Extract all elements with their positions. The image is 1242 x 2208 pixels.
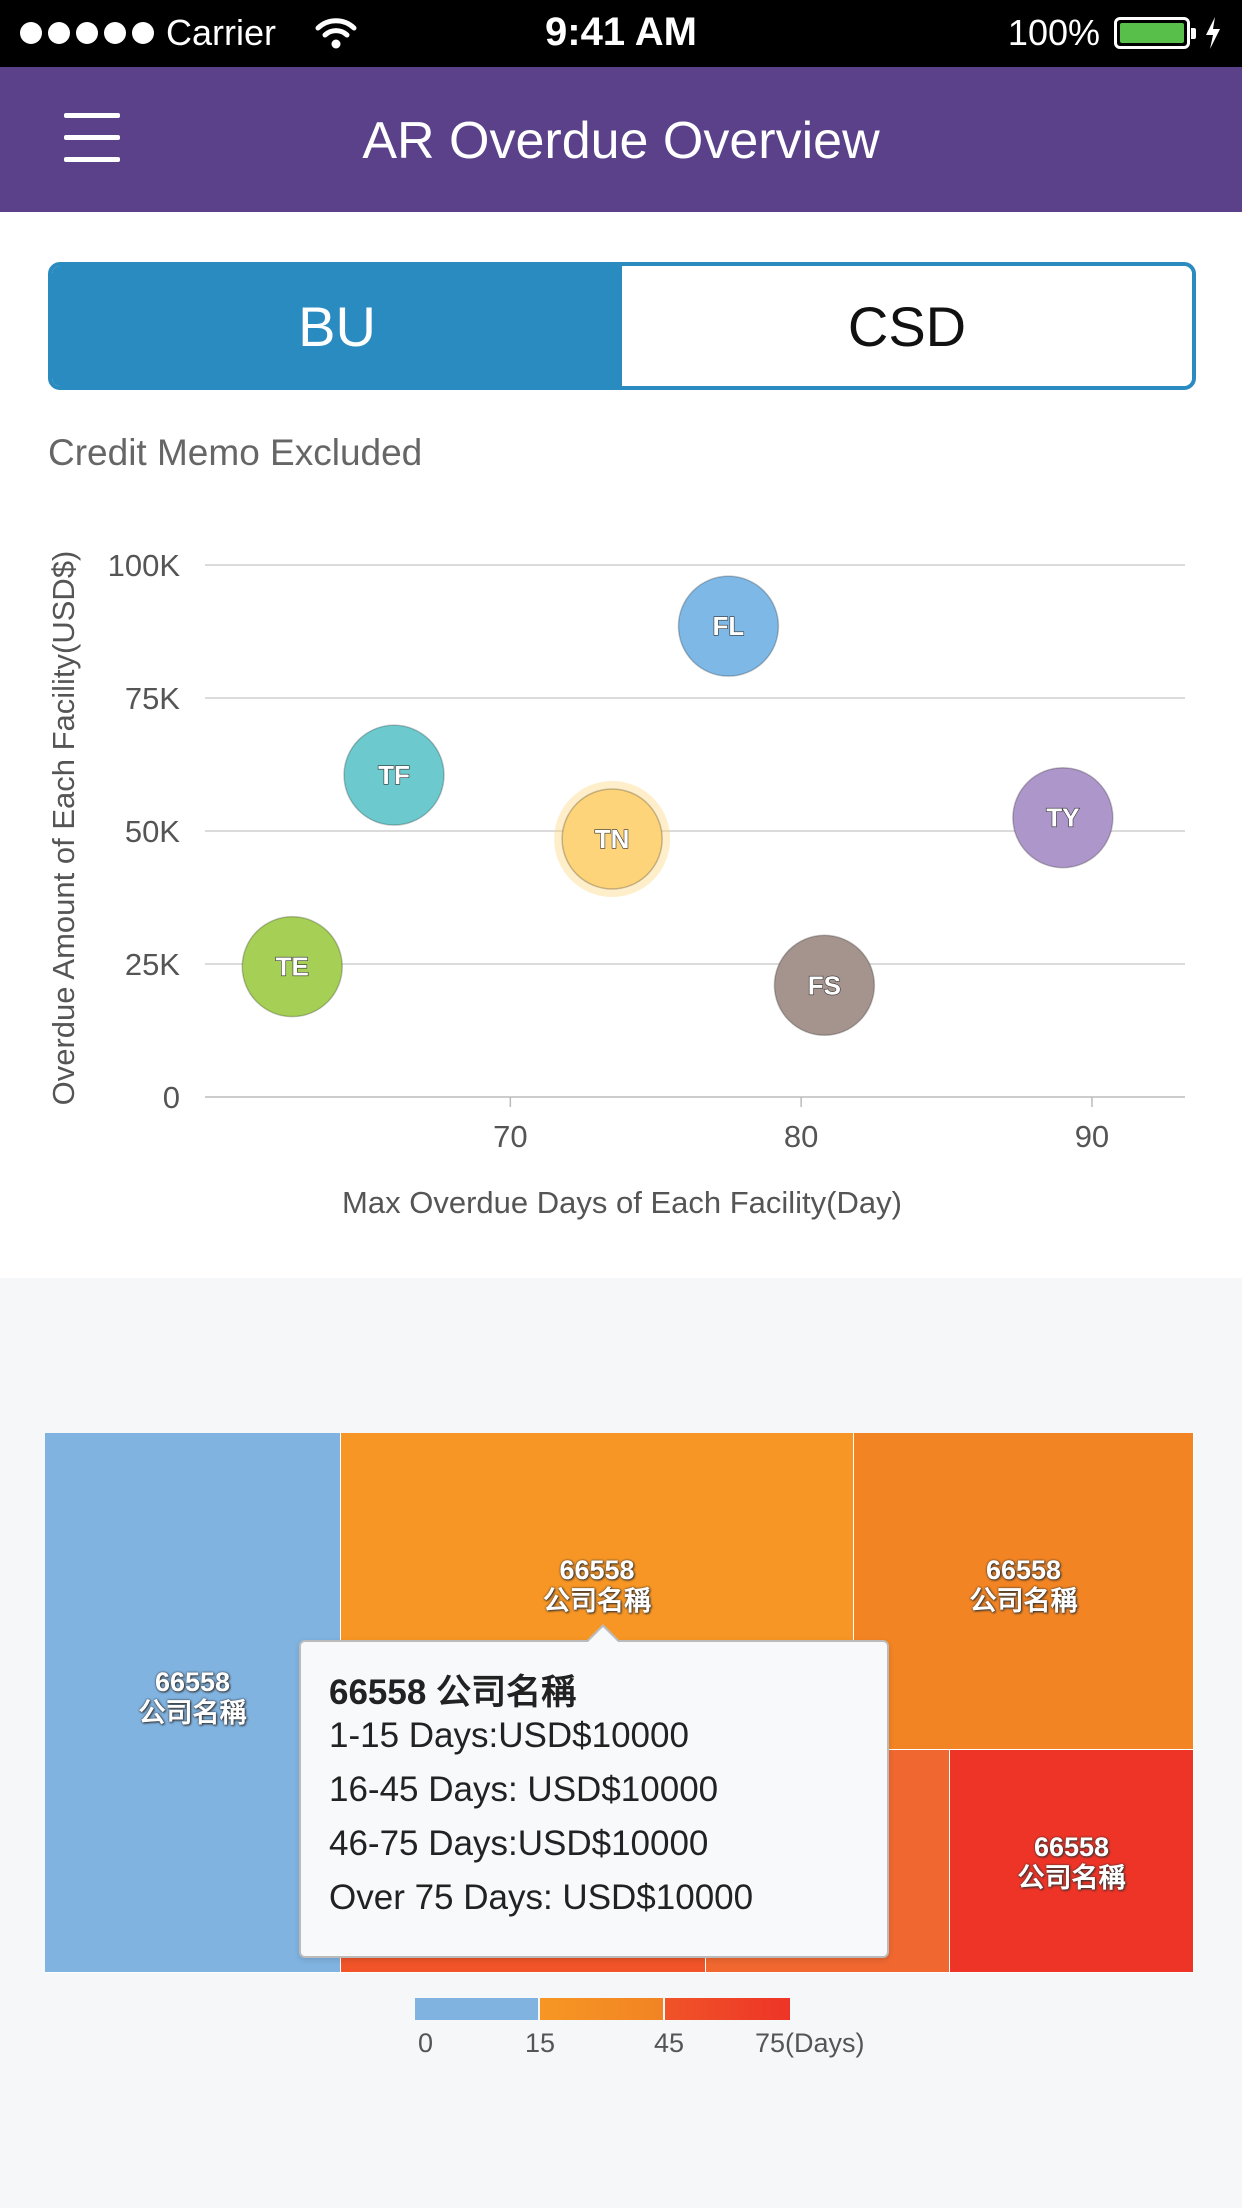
segment-bu[interactable]: BU — [52, 266, 622, 386]
legend-tick-label: 75(Days) — [755, 2028, 865, 2058]
segment-csd[interactable]: CSD — [622, 266, 1192, 386]
treemap-cell[interactable]: 66558 公司名稱 — [45, 1433, 341, 1973]
bubble[interactable] — [677, 575, 780, 677]
tooltip-line: 16-45 Days: USD$10000 — [329, 1770, 719, 1809]
tooltip-line: 46-75 Days:USD$10000 — [329, 1824, 709, 1863]
tooltip-name: 公司名稱 — [436, 1673, 577, 1712]
bubble[interactable] — [343, 724, 445, 826]
bubble-label: TE — [276, 952, 309, 982]
menu-icon[interactable] — [64, 113, 120, 165]
bubble-label: TN — [595, 824, 630, 854]
bubble[interactable] — [1012, 766, 1114, 869]
signal-icon — [20, 22, 154, 44]
y-tick-label: 100K — [108, 548, 181, 583]
treemap-tooltip: 66558 公司名稱 1-15 Days:USD$10000 16-45 Day… — [299, 1624, 889, 1958]
bubble-label: TF — [378, 760, 410, 790]
treemap-cell-name: 公司名稱 — [1017, 1863, 1126, 1893]
battery-icon — [1114, 17, 1196, 49]
x-tick-label: 80 — [784, 1119, 818, 1154]
treemap-cell[interactable]: 66558 公司名稱 — [950, 1750, 1194, 1973]
legend-color-segment — [415, 1998, 538, 2020]
treemap-cell-name: 公司名稱 — [138, 1697, 247, 1728]
treemap-cell-name: 公司名稱 — [969, 1586, 1078, 1616]
bubble-chart: 0 25K 50K 75K 100K 70 80 90 Max Overdue Days of … — [46, 548, 1185, 1220]
treemap-cell[interactable]: 66558 公司名稱 — [854, 1433, 1194, 1750]
treemap-cell-id: 66558 — [1033, 1832, 1110, 1862]
segmented-control: BU CSD — [48, 262, 1196, 390]
treemap-cell-id: 66558 — [154, 1666, 231, 1697]
x-tick-label: 90 — [1075, 1119, 1109, 1154]
carrier-label: Carrier — [166, 12, 277, 53]
legend-tick-label: 15 — [524, 2028, 556, 2058]
tooltip-title: 66558 公司名稱 — [329, 1664, 887, 1712]
legend-tick-label: 45 — [653, 2028, 685, 2058]
tooltip-line: Over 75 Days: USD$10000 — [329, 1878, 754, 1917]
tooltip-id: 66558 — [329, 1673, 427, 1712]
bubble-label: TY — [1046, 803, 1079, 833]
status-time: 9:41 AM — [545, 10, 697, 54]
legend-color-segment — [540, 1998, 663, 2020]
bubble-label: FL — [713, 611, 745, 641]
wifi-icon — [315, 18, 357, 49]
battery-percent: 100% — [1007, 12, 1100, 53]
bubble[interactable] — [773, 934, 876, 1037]
y-axis-label: Overdue Amount of Each Facility(USD$) — [46, 551, 81, 1106]
page-title: AR Overdue Overview — [362, 112, 880, 170]
treemap-cell-name: 公司名稱 — [543, 1586, 651, 1616]
credit-memo-note: Credit Memo Excluded — [48, 432, 423, 473]
y-tick-label: 25K — [125, 947, 180, 982]
bubble-label: FS — [808, 970, 841, 1000]
x-axis-label: Max Overdue Days of Each Facility(Day) — [342, 1185, 902, 1220]
y-tick-label: 50K — [125, 814, 180, 849]
treemap-cell-id: 66558 — [985, 1555, 1062, 1585]
status-bar: Carrier 9:41 AM 100% — [0, 0, 1242, 67]
y-tick-label: 0 — [163, 1080, 180, 1115]
legend-color-segment — [665, 1998, 790, 2020]
bubble[interactable] — [241, 915, 343, 1018]
x-tick-label: 70 — [493, 1119, 527, 1154]
bubble[interactable] — [561, 788, 663, 890]
status-left: Carrier — [20, 12, 358, 54]
charging-icon — [1206, 17, 1220, 49]
y-tick-label: 75K — [125, 681, 180, 716]
treemap-cell-id: 66558 — [559, 1555, 635, 1585]
tooltip-line: 1-15 Days:USD$10000 — [329, 1716, 689, 1755]
nav-bar: AR Overdue Overview — [0, 67, 1242, 212]
legend-tick-label: 0 — [418, 2028, 434, 2058]
status-right: 100% — [1008, 12, 1222, 54]
